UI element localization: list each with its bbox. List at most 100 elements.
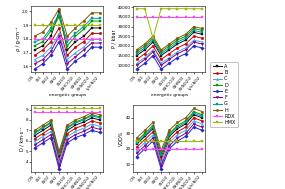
G <box>82 119 85 121</box>
HMX <box>90 24 93 26</box>
A <box>135 54 138 57</box>
D <box>82 118 85 120</box>
E <box>151 54 155 57</box>
Line: A: A <box>33 117 101 158</box>
F <box>41 58 44 61</box>
A <box>192 114 196 116</box>
C <box>98 125 102 127</box>
B <box>57 27 61 29</box>
D <box>74 35 77 37</box>
A <box>135 143 138 145</box>
C <box>184 47 187 49</box>
H <box>41 124 44 126</box>
RDX <box>90 111 93 113</box>
D <box>57 16 61 18</box>
Line: A: A <box>33 10 101 51</box>
G <box>143 47 146 49</box>
A <box>184 123 187 125</box>
F <box>135 64 138 66</box>
H <box>168 43 171 45</box>
B <box>184 126 187 128</box>
G <box>33 132 36 135</box>
B <box>200 37 204 39</box>
Line: HMX: HMX <box>135 140 203 142</box>
A <box>176 43 179 45</box>
Line: D: D <box>135 27 203 53</box>
D <box>49 121 53 123</box>
E <box>192 45 196 47</box>
F <box>33 63 36 65</box>
Line: F: F <box>33 126 101 167</box>
C <box>168 142 171 144</box>
HMX <box>74 24 77 26</box>
G <box>143 134 146 136</box>
Line: D: D <box>135 110 203 155</box>
G <box>184 121 187 124</box>
C <box>151 49 155 51</box>
H <box>33 35 36 37</box>
RDX <box>74 111 77 113</box>
A <box>168 49 171 51</box>
C <box>159 62 163 64</box>
RDX <box>143 16 146 19</box>
C <box>135 149 138 152</box>
Legend: A, B, C, D, E, F, G, H, RDX, HMX: A, B, C, D, E, F, G, H, RDX, HMX <box>211 62 238 127</box>
HMX <box>143 8 146 10</box>
Line: G: G <box>135 112 203 156</box>
D <box>66 126 69 128</box>
Line: A: A <box>135 31 203 57</box>
Line: D: D <box>33 16 101 47</box>
A <box>176 128 179 130</box>
Line: B: B <box>33 27 101 57</box>
B <box>33 54 36 57</box>
RDX <box>57 38 61 40</box>
E <box>49 54 53 57</box>
Line: G: G <box>135 29 203 55</box>
H <box>176 37 179 39</box>
G <box>192 112 196 114</box>
Line: E: E <box>33 40 101 70</box>
D <box>49 29 53 32</box>
G <box>159 154 163 156</box>
B <box>57 158 61 161</box>
B <box>184 43 187 45</box>
HMX <box>135 140 138 142</box>
D <box>192 27 196 30</box>
RDX <box>49 38 53 40</box>
C <box>184 129 187 131</box>
B <box>135 146 138 148</box>
H <box>159 149 163 152</box>
D <box>98 20 102 22</box>
A <box>168 135 171 138</box>
G <box>41 127 44 129</box>
D <box>192 110 196 113</box>
F <box>49 50 53 52</box>
F <box>200 43 204 45</box>
F <box>184 49 187 51</box>
E <box>98 131 102 134</box>
B <box>74 46 77 48</box>
D <box>41 126 44 128</box>
HMX <box>33 107 36 110</box>
D <box>41 41 44 43</box>
RDX <box>159 16 163 19</box>
G <box>98 117 102 119</box>
D <box>98 116 102 118</box>
D <box>33 45 36 47</box>
H <box>184 33 187 35</box>
C <box>90 123 93 125</box>
A <box>33 134 36 137</box>
G <box>176 126 179 128</box>
E <box>176 56 179 59</box>
HMX <box>192 140 196 142</box>
E <box>151 140 155 142</box>
Line: H: H <box>135 25 203 51</box>
RDX <box>98 38 102 40</box>
E <box>159 168 163 170</box>
RDX <box>66 38 69 40</box>
HMX <box>98 107 102 110</box>
E <box>143 148 146 150</box>
C <box>66 58 69 61</box>
Line: F: F <box>33 35 101 65</box>
Line: D: D <box>33 113 101 155</box>
